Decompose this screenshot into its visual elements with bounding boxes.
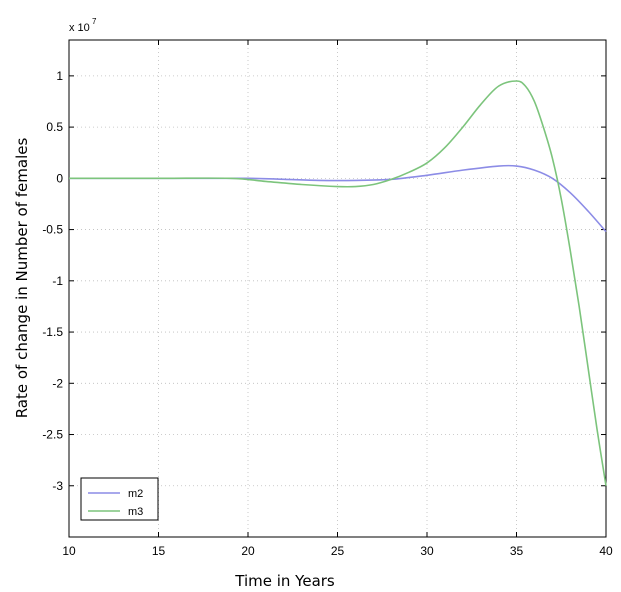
x-tick-label: 40 (599, 544, 613, 558)
x-tick-label: 30 (420, 544, 434, 558)
legend-label-m3: m3 (128, 506, 143, 518)
y-tick-label: -2 (52, 376, 63, 390)
y-tick-label: 0 (56, 171, 63, 185)
y-tick-label: -1 (52, 274, 63, 288)
x-tick-label: 20 (241, 544, 255, 558)
legend: m2 m3 (80, 477, 159, 521)
series-line-m3 (69, 80, 607, 486)
x-tick-label: 10 (62, 544, 76, 558)
y-axis-title: Rate of change in Number of females (13, 138, 31, 419)
x-axis-title: Time in Years (234, 572, 335, 590)
x-tick-label: 35 (510, 544, 524, 558)
series-lines (69, 80, 607, 486)
x-tick-label: 25 (331, 544, 345, 558)
grid (69, 40, 606, 537)
y-tick-label: 1 (56, 69, 63, 83)
y-exponent-label: x 10 (69, 22, 90, 34)
y-exponent-power: 7 (92, 17, 97, 26)
series-line-m2 (69, 164, 607, 233)
y-tick-label: -0.5 (42, 223, 63, 237)
ticks: 10 15 20 25 30 35 40 1 0.5 0 -0.5 -1 -1.5 -2 -2.5 -3 (42, 40, 613, 558)
y-tick-label: -3 (52, 479, 63, 493)
x-tick-label: 15 (152, 544, 166, 558)
y-tick-label: -2.5 (42, 428, 63, 442)
legend-label-m2: m2 (128, 488, 143, 500)
y-tick-label: 0.5 (46, 120, 63, 134)
legend-box (80, 477, 159, 521)
y-tick-label: -1.5 (42, 325, 63, 339)
